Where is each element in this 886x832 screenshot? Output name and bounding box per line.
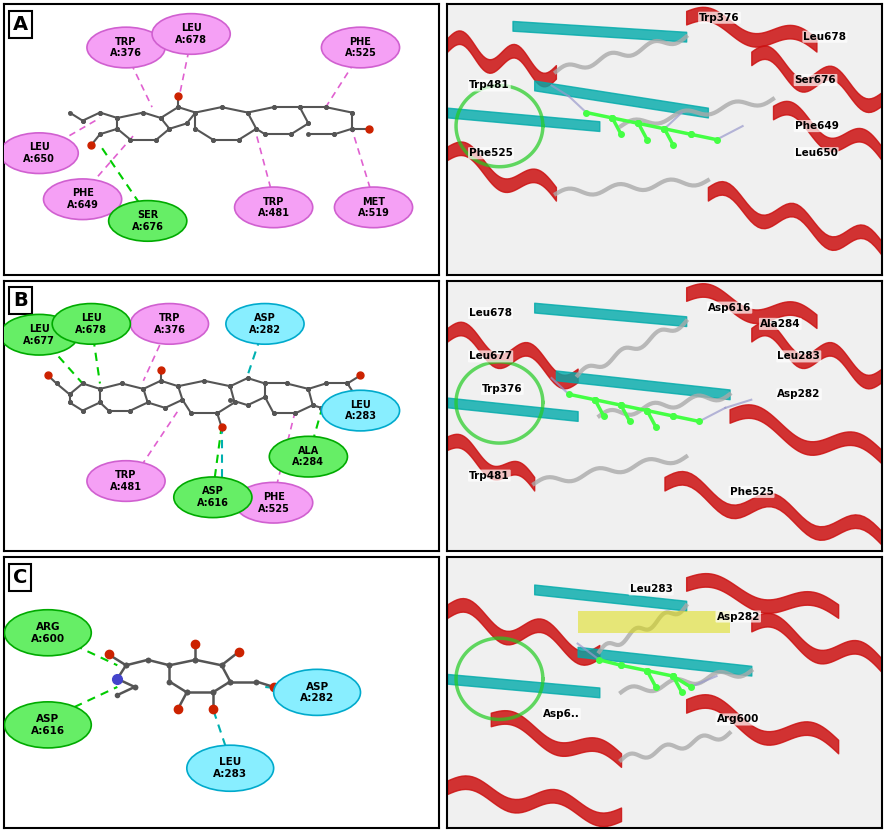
Ellipse shape: [87, 461, 165, 502]
Text: ASP
A:616: ASP A:616: [197, 487, 229, 508]
Text: TRP
A:376: TRP A:376: [110, 37, 142, 58]
Text: LEU
A:678: LEU A:678: [75, 313, 107, 334]
Bar: [578, 611, 729, 633]
Text: Asp616: Asp616: [708, 303, 751, 313]
Ellipse shape: [0, 314, 78, 355]
Text: LEU
A:677: LEU A:677: [23, 324, 55, 345]
Ellipse shape: [4, 702, 91, 748]
Text: TRP
A:481: TRP A:481: [110, 470, 142, 492]
Text: C: C: [13, 567, 27, 587]
Ellipse shape: [226, 304, 304, 344]
Text: Ser676: Ser676: [795, 75, 836, 85]
Ellipse shape: [52, 304, 130, 344]
Ellipse shape: [235, 483, 313, 523]
Text: ARG
A:600: ARG A:600: [31, 622, 65, 644]
Ellipse shape: [334, 187, 413, 228]
Text: LEU
A:283: LEU A:283: [345, 400, 377, 421]
Text: LEU
A:650: LEU A:650: [23, 142, 55, 164]
Text: Trp481: Trp481: [469, 81, 509, 91]
Text: Phe649: Phe649: [795, 121, 839, 131]
Text: PHE
A:649: PHE A:649: [66, 188, 98, 210]
Text: SER
A:676: SER A:676: [132, 210, 164, 232]
Ellipse shape: [130, 304, 208, 344]
Ellipse shape: [187, 745, 274, 791]
Ellipse shape: [269, 436, 347, 477]
Text: Leu650: Leu650: [795, 148, 837, 158]
Text: Ala284: Ala284: [760, 319, 801, 329]
Text: ASP
A:282: ASP A:282: [249, 313, 281, 334]
Ellipse shape: [322, 390, 400, 431]
Text: A: A: [13, 15, 28, 34]
Text: Asp282: Asp282: [717, 612, 760, 622]
Text: LEU
A:678: LEU A:678: [175, 23, 207, 45]
Ellipse shape: [274, 669, 361, 716]
Text: Trp376: Trp376: [482, 384, 523, 394]
Text: Leu283: Leu283: [777, 351, 820, 361]
Text: LEU
A:283: LEU A:283: [214, 757, 247, 779]
Ellipse shape: [152, 13, 230, 54]
Text: Asp282: Asp282: [777, 389, 820, 399]
Text: Leu677: Leu677: [469, 351, 512, 361]
Ellipse shape: [4, 610, 91, 656]
Ellipse shape: [0, 133, 78, 174]
Text: Leu283: Leu283: [630, 584, 672, 594]
Text: TRP
A:481: TRP A:481: [258, 196, 290, 218]
Text: Leu678: Leu678: [804, 32, 846, 42]
Ellipse shape: [174, 477, 252, 518]
Ellipse shape: [109, 201, 187, 241]
Text: Phe525: Phe525: [729, 487, 773, 497]
Ellipse shape: [87, 27, 165, 68]
Text: Leu678: Leu678: [469, 308, 512, 318]
Text: ALA
A:284: ALA A:284: [292, 446, 324, 468]
Text: Trp481: Trp481: [469, 471, 509, 481]
Ellipse shape: [322, 27, 400, 68]
Text: PHE
A:525: PHE A:525: [345, 37, 377, 58]
Text: Trp376: Trp376: [699, 12, 740, 22]
Text: PHE
A:525: PHE A:525: [258, 492, 290, 513]
Text: ASP
A:282: ASP A:282: [300, 681, 334, 703]
Ellipse shape: [43, 179, 121, 220]
Text: ASP
A:616: ASP A:616: [31, 714, 65, 735]
Ellipse shape: [235, 187, 313, 228]
Text: Asp6..: Asp6..: [543, 709, 579, 719]
Text: TRP
A:376: TRP A:376: [153, 313, 185, 334]
Text: MET
A:519: MET A:519: [358, 196, 390, 218]
Text: Phe525: Phe525: [469, 148, 513, 158]
Text: B: B: [13, 291, 27, 310]
Text: Arg600: Arg600: [717, 715, 759, 725]
